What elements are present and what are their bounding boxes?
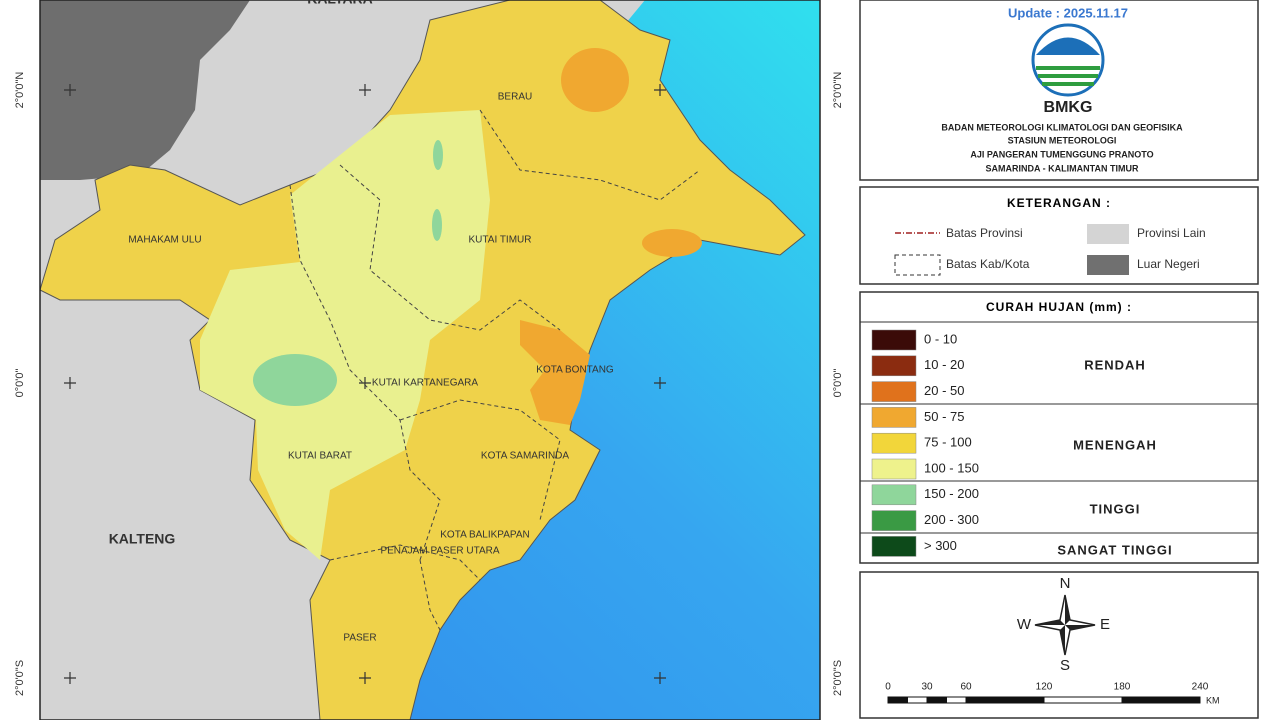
legend-label: Provinsi Lain [1137,226,1206,240]
grid-cross [359,377,371,389]
regency-border-swatch [894,254,941,276]
rainfall-label: 20 - 50 [924,383,964,398]
grid-cross [654,84,666,96]
scale-label: 120 [1036,682,1053,693]
zone-50-75 [561,48,629,112]
agency-line: AJI PANGERAN TUMENGGUNG PRANOTO [970,149,1153,159]
rainfall-swatch [871,407,917,428]
update-date: Update : 2025.11.17 [1008,5,1128,20]
region-label: KUTAI BARAT [288,451,352,462]
lat-label: 2°0'0"S [832,660,844,696]
scale-segment [1043,696,1123,704]
legend-label: Batas Kab/Kota [946,257,1030,271]
region-label: PENAJAM PASER UTARA [380,546,499,557]
rainfall-label: 0 - 10 [924,331,957,346]
rainfall-label: 150 - 200 [924,486,979,501]
grid-cross [359,672,371,684]
region-label: KOTA BALIKPAPAN [440,530,529,541]
rainfall-group: RENDAH [1084,357,1146,372]
compass-box [859,571,1259,719]
region-label: BERAU [498,92,532,103]
compass-letter: E [1100,616,1110,633]
rainfall-group: TINGGI [1090,501,1141,516]
lat-label: 0°0'0" [14,369,26,398]
lat-label: 2°0'0"N [14,72,26,109]
region-label: KUTAI TIMUR [469,235,532,246]
scale-label: 30 [921,682,933,693]
legend-box [859,186,1259,285]
foreign-country [40,0,250,180]
grid-cross [64,84,76,96]
zone-150-200 [432,209,442,241]
rainfall-group: SANGAT TINGGI [1057,542,1172,557]
region-label: KALTARA [307,0,373,7]
region-label: MAHAKAM ULU [128,235,201,246]
scale-segment [887,696,908,704]
scale-label: 60 [960,682,972,693]
scale-segment [1121,696,1201,704]
rainfall-swatch [871,484,917,506]
logo [1036,37,1100,55]
grid-cross [64,377,76,389]
rainfall-label: 100 - 150 [924,460,979,475]
grid-cross [654,672,666,684]
scale-label: 0 [885,682,891,693]
rainfall-title: CURAH HUJAN (mm) : [986,300,1132,314]
zone-50-75 [642,229,702,257]
agency-line: BADAN METEOROLOGI KLIMATOLOGI DAN GEOFIS… [941,122,1183,132]
legend-swatch [1087,255,1129,275]
scale-unit: KM [1206,695,1220,705]
logo [1036,66,1100,86]
scale-segment [907,696,928,704]
agency-line: SAMARINDA - KALIMANTAN TIMUR [986,163,1139,173]
agency-line: STASIUN METEOROLOGI [1008,135,1117,145]
region-label: KOTA SAMARINDA [481,451,569,462]
lat-label: 2°0'0"S [14,660,26,696]
zone-150-200 [433,140,443,170]
legend-label: Batas Provinsi [946,226,1023,240]
rainfall-swatch [871,536,917,557]
zone-50-75 [520,320,590,425]
region-label: KUTAI KARTANEGARA [372,378,478,389]
rainfall-swatch [871,432,917,454]
rainfall-label: > 300 [924,538,957,553]
rainfall-swatch [871,355,917,377]
compass-star [1035,595,1095,655]
region-label: KOTA BONTANG [536,365,614,376]
rainfall-label: 75 - 100 [924,435,972,450]
rainfall-label: 10 - 20 [924,357,964,372]
zone-100-150 [200,110,490,560]
compass-letter: W [1017,616,1032,633]
rainfall-box [859,291,1259,564]
scale-segment [965,696,1045,704]
rainfall-group: MENENGAH [1073,437,1157,452]
scale-label: 240 [1192,682,1209,693]
scale-segment [926,696,947,704]
zone-150-200 [253,354,337,406]
legend-label: Luar Negeri [1137,257,1200,271]
grid-cross [64,672,76,684]
scale-segment [946,696,967,704]
scale-label: 180 [1114,682,1131,693]
legend-title: KETERANGAN : [1007,196,1111,210]
compass-letter: S [1060,657,1070,674]
regency-borders [289,109,701,631]
logo-text: BMKG [1044,99,1093,116]
rainfall-label: 50 - 75 [924,409,964,424]
rainfall-swatch [871,329,917,351]
lat-label: 2°0'0"N [832,72,844,109]
grid-cross [654,377,666,389]
lat-label: 0°0'0" [832,369,844,398]
rainfall-swatch [871,458,917,480]
region-label: PASER [343,633,376,644]
rainfall-swatch [871,510,917,531]
rainfall-swatch [871,381,917,402]
rainfall-label: 200 - 300 [924,512,979,527]
grid-cross [359,84,371,96]
region-label: KALTENG [109,531,176,547]
legend-swatch [1087,224,1129,244]
compass-letter: N [1060,575,1071,592]
